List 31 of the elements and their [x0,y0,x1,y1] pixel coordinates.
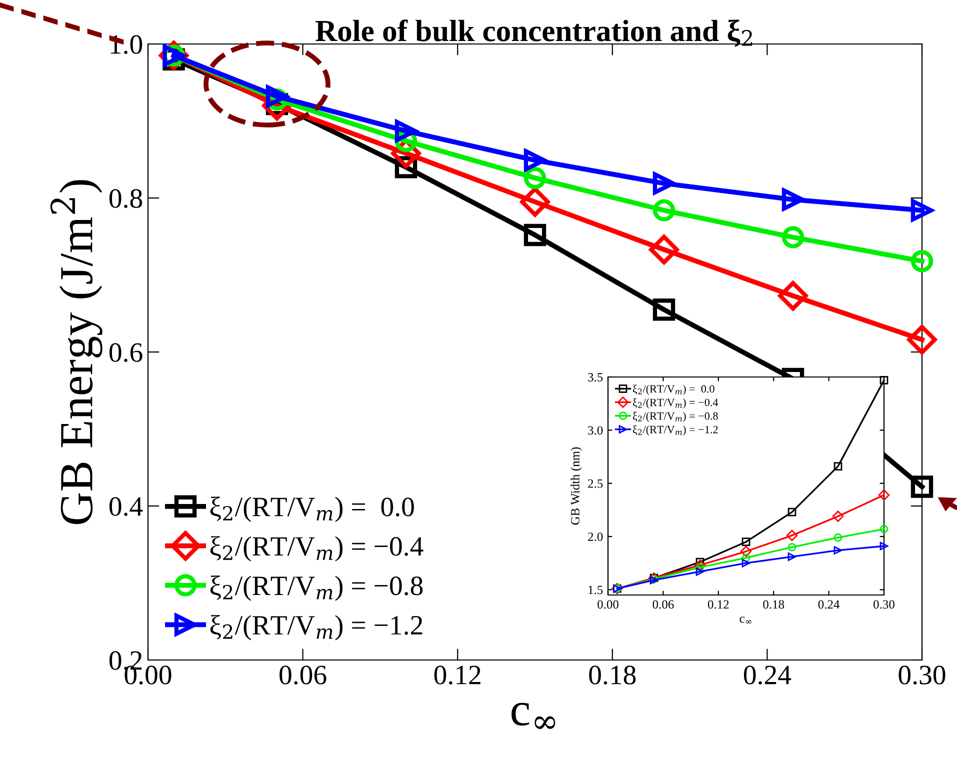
x-axis-title: c$_{∞}$ [740,616,752,624]
x-tick-label: 0.18 [589,666,636,685]
x-tick-label: 0.06 [652,600,674,609]
y-axis-title: GB Width (nm) [570,447,582,525]
y-tick-label: 1.5 [588,586,603,594]
legend-label: ξ$_{2}$/(RT/V$_{m}$) = 0.0 [632,384,714,395]
x-tick-label: 0.18 [763,600,784,609]
legend-label: ξ$_{2}$/(RT/V$_{m}$) = −0.4 [210,536,424,562]
x-tick-label: 0.24 [818,600,840,609]
x-tick-label: 0.30 [898,666,946,685]
y-tick-label: 0.8 [109,189,142,208]
y-tick-label: 0.6 [109,343,142,362]
legend-label: ξ$_{2}$/(RT/V$_{m}$) = −0.8 [210,576,423,601]
x-tick-label: 0.30 [874,600,894,609]
y-axis-title: GB Energy (J/m$^{2}$) [50,180,102,524]
x-tick-label: 0.12 [708,600,729,609]
legend-label: ξ$_{2}$/(RT/V$_{m}$) = −0.8 [632,412,718,422]
x-tick-label: 0.12 [434,666,480,685]
legend-label: ξ$_{2}$/(RT/V$_{m}$) = −0.4 [632,398,718,408]
legend-label: ξ$_{2}$/(RT/V$_{m}$) = −1.2 [210,615,422,640]
x-tick-label: 0.24 [744,666,792,685]
legend-label: ξ$_{2}$/(RT/V$_{m}$) = −1.2 [632,425,718,436]
y-tick-label: 2.0 [588,532,603,542]
y-tick-label: 0.4 [109,497,143,516]
x-tick-label: 0.00 [598,600,618,609]
y-tick-label: 3.5 [588,373,603,382]
y-tick-label: 3.0 [588,426,603,435]
x-tick-label: 0.06 [280,666,326,685]
legend-label: ξ$_{2}$/(RT/V$_{m}$) = 0.0 [210,496,414,522]
y-tick-label: 2.5 [588,479,603,488]
x-axis-title: c$_{∞}$ [512,702,556,729]
